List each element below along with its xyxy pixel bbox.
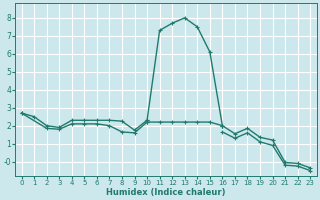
X-axis label: Humidex (Indice chaleur): Humidex (Indice chaleur) bbox=[106, 188, 226, 197]
